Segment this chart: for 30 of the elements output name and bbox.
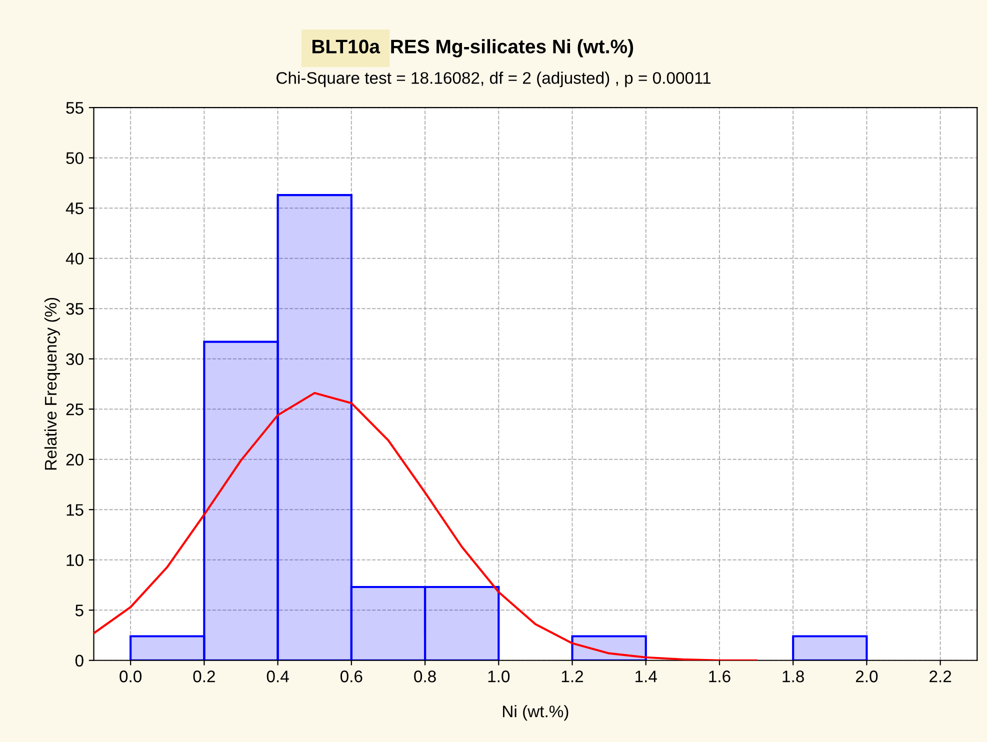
y-tick-label: 25	[66, 404, 84, 416]
y-tick-label: 10	[66, 554, 84, 566]
y-tick-label: 15	[66, 504, 84, 516]
x-tick-label: 0.8	[414, 670, 436, 682]
y-axis-title: Relative Frequency (%)	[44, 298, 60, 470]
x-tick-label: 0.0	[120, 670, 142, 682]
chart-title: RES Mg-silicates Ni (wt.%)	[391, 39, 634, 58]
x-tick-label: 1.4	[636, 670, 657, 682]
y-tick-label: 20	[66, 454, 84, 466]
x-tick-label: 1.0	[488, 670, 510, 682]
x-tick-label: 0.4	[266, 670, 289, 682]
x-tick-label: 0.2	[193, 670, 215, 682]
x-tick-label: 2.0	[856, 670, 878, 682]
y-tick-label: 50	[66, 152, 84, 164]
line-series	[94, 392, 758, 660]
x-tick-label: 2.2	[930, 670, 952, 682]
x-tick-label: 1.6	[709, 670, 730, 682]
y-tick-label: 30	[66, 353, 84, 366]
y-tick-label: 45	[66, 202, 84, 214]
x-tick-label: 0.6	[340, 670, 362, 682]
y-tick-label: 40	[66, 252, 84, 265]
text: BLT10a	[312, 40, 380, 54]
y-tick-label: 5	[75, 604, 84, 616]
y-tick-label: 55	[66, 102, 84, 114]
chart-subtitle: Chi-Square test = 18.16082, df = 2 (adjusted) , p = 0.00011	[276, 72, 711, 88]
y-tick-label: 0	[75, 654, 84, 667]
x-tick-label: 1.8	[782, 670, 804, 682]
x-axis-title: Ni (wt.%)	[503, 705, 568, 721]
y-tick-label: 35	[66, 303, 84, 315]
x-tick-label: 1.2	[562, 670, 584, 682]
